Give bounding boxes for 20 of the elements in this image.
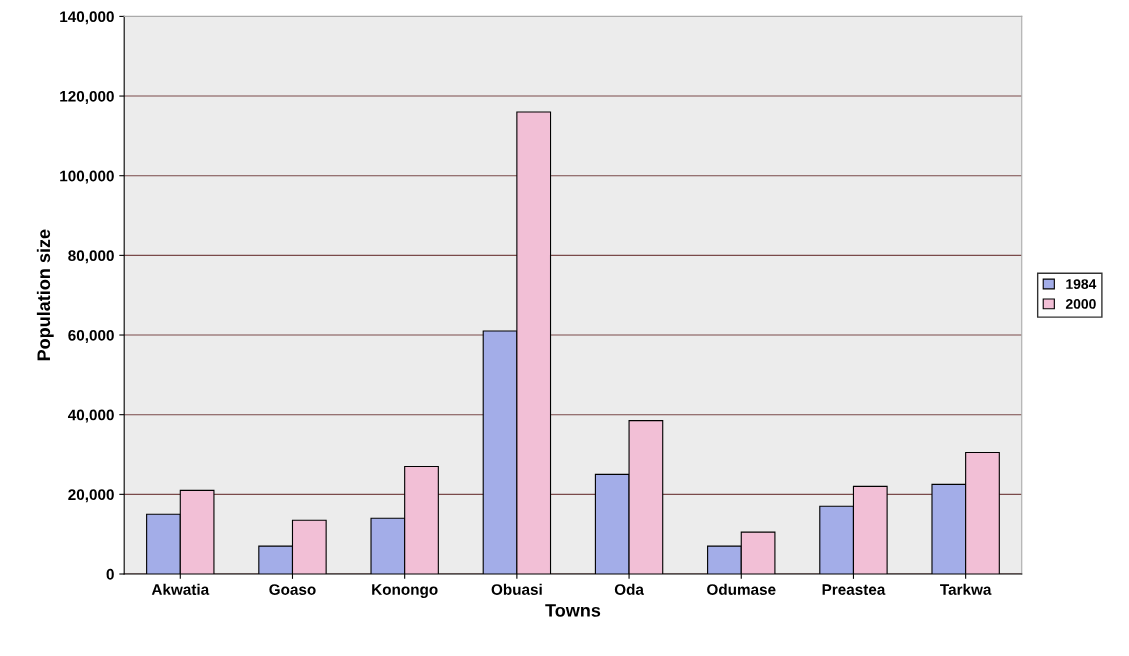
x-tick-label: Tarkwa xyxy=(940,583,992,595)
x-tick-label: Preastea xyxy=(822,584,886,595)
y-axis-title: Population size xyxy=(36,229,54,361)
x-tick-label: Oda xyxy=(614,583,645,595)
x-tick-label: Akwatia xyxy=(151,583,210,595)
y-tick-label: 60,000 xyxy=(68,329,114,343)
y-tick-label: 40,000 xyxy=(67,409,114,423)
legend-label: 2000 xyxy=(1065,299,1096,309)
x-tick-label: Obuasi xyxy=(491,583,542,595)
x-tick-label: Konongo xyxy=(372,584,438,598)
y-tick-label: 80,000 xyxy=(68,250,114,264)
x-tick-label: Goaso xyxy=(269,584,316,595)
legend-label: 1984 xyxy=(1066,279,1097,289)
x-tick-label: Odumase xyxy=(707,583,776,595)
y-tick-label: 20,000 xyxy=(68,489,114,503)
y-tick-label: 140,000 xyxy=(60,11,114,25)
y-tick-label: 100,000 xyxy=(60,170,114,184)
y-tick-label: 120,000 xyxy=(60,90,114,104)
x-axis-title: Towns xyxy=(545,604,601,617)
y-tick-label: 0 xyxy=(106,568,114,580)
